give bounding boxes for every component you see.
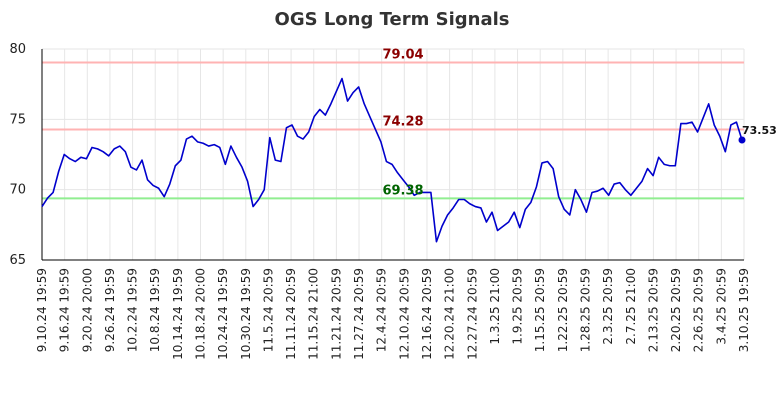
- x-tick-label: 2.13.25 20:59: [646, 268, 660, 352]
- x-tick-label: 2.7.25 21:00: [624, 268, 638, 345]
- x-tick-label: 10.2.24 19:59: [126, 268, 140, 352]
- reference-line-label: 79.04: [382, 48, 423, 63]
- x-tick-label: 12.20.24 21:00: [443, 268, 457, 360]
- y-tick-label: 70: [9, 183, 26, 198]
- x-tick-label: 2.3.25 20:59: [601, 268, 615, 345]
- labels: 65 70 75 80 9.10.24 19:59 9.16.24 19:59 9.20.2…: [9, 42, 776, 360]
- y-tick-label: 80: [9, 42, 26, 57]
- reference-line-label: 74.28: [382, 114, 423, 129]
- x-tick-label: 9.10.24 19:59: [35, 268, 49, 352]
- x-tick-label: 10.18.24 20:00: [194, 268, 208, 360]
- x-tick-label: 11.15.24 21:00: [307, 268, 321, 360]
- x-tick-label: 12.4.24 20:59: [375, 268, 389, 352]
- series-layer: [41, 77, 746, 243]
- last-point-marker: [738, 136, 746, 144]
- reference-lines: [42, 61, 744, 200]
- x-tick-label: 1.9.25 20:59: [511, 268, 525, 345]
- x-tick-label: 9.20.24 20:00: [80, 268, 94, 352]
- reference-line-label: 69.38: [382, 183, 423, 198]
- x-tick-label: 12.10.24 20:59: [397, 268, 411, 360]
- x-tick-label: 1.15.25 20:59: [533, 268, 547, 352]
- x-tick-label: 11.27.24 20:59: [352, 268, 366, 360]
- x-tick-label: 12.27.24 20:59: [465, 268, 479, 360]
- x-tick-label: 10.8.24 19:59: [148, 268, 162, 352]
- x-tick-label: 2.20.25 20:59: [669, 268, 683, 352]
- x-tick-label: 11.5.24 20:59: [261, 268, 275, 352]
- x-tick-label: 3.4.25 20:59: [714, 268, 728, 345]
- x-tick-label: 12.16.24 20:59: [420, 268, 434, 360]
- axes: [41, 49, 744, 261]
- x-tick-label: 1.28.25 20:59: [578, 268, 592, 352]
- x-tick-label: 10.24.24 19:59: [216, 268, 230, 360]
- x-tick-label: 1.22.25 20:59: [556, 268, 570, 352]
- x-tick-label: 2.26.25 20:59: [692, 268, 706, 352]
- series-line: [41, 77, 743, 243]
- x-tick-label: 10.30.24 19:59: [239, 268, 253, 360]
- grid: [41, 48, 745, 261]
- x-tick-label: 11.11.24 20:59: [284, 268, 298, 360]
- x-tick-label: 11.21.24 20:59: [329, 268, 343, 360]
- y-tick-label: 65: [9, 253, 26, 268]
- last-value-label: 73.53: [742, 124, 777, 137]
- x-tick-label: 9.16.24 19:59: [58, 268, 72, 352]
- x-tick-label: 10.14.24 19:59: [171, 268, 185, 360]
- x-tick-label: 3.10.25 19:59: [737, 268, 751, 352]
- x-tick-label: 9.26.24 19:59: [103, 268, 117, 352]
- x-tick-label: 1.3.25 21:00: [488, 268, 502, 345]
- y-tick-label: 75: [9, 112, 26, 127]
- chart-title: OGS Long Term Signals: [275, 9, 510, 30]
